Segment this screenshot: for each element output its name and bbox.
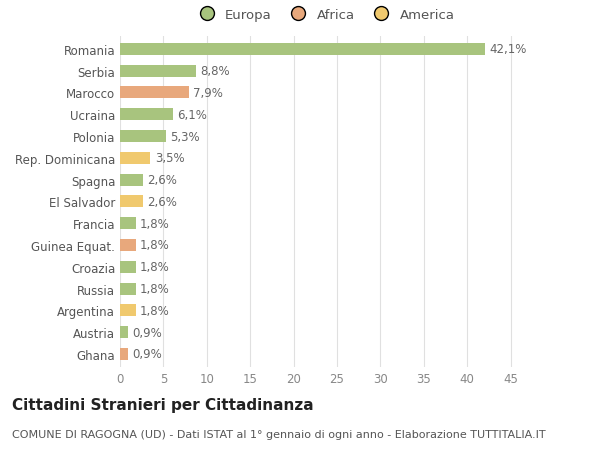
Bar: [120, 109, 173, 121]
Bar: [120, 218, 136, 230]
Text: 0,9%: 0,9%: [132, 326, 162, 339]
Bar: [120, 174, 143, 186]
Text: 2,6%: 2,6%: [147, 174, 177, 187]
Text: COMUNE DI RAGOGNA (UD) - Dati ISTAT al 1° gennaio di ogni anno - Elaborazione TU: COMUNE DI RAGOGNA (UD) - Dati ISTAT al 1…: [12, 429, 545, 439]
Bar: [120, 261, 136, 273]
Text: 2,6%: 2,6%: [147, 196, 177, 208]
Text: 1,8%: 1,8%: [140, 217, 170, 230]
Bar: [120, 283, 136, 295]
Bar: [120, 44, 485, 56]
Legend: Europa, Africa, America: Europa, Africa, America: [188, 4, 460, 27]
Text: 5,3%: 5,3%: [170, 130, 200, 143]
Text: 1,8%: 1,8%: [140, 282, 170, 296]
Bar: [120, 87, 188, 99]
Bar: [120, 66, 196, 78]
Text: 8,8%: 8,8%: [201, 65, 230, 78]
Bar: [120, 196, 143, 208]
Bar: [120, 131, 166, 143]
Text: 1,8%: 1,8%: [140, 239, 170, 252]
Text: 1,8%: 1,8%: [140, 261, 170, 274]
Bar: [120, 305, 136, 317]
Bar: [120, 348, 128, 360]
Text: 0,9%: 0,9%: [132, 347, 162, 361]
Text: Cittadini Stranieri per Cittadinanza: Cittadini Stranieri per Cittadinanza: [12, 397, 314, 412]
Text: 6,1%: 6,1%: [177, 108, 207, 122]
Bar: [120, 240, 136, 252]
Bar: [120, 152, 151, 164]
Bar: [120, 326, 128, 338]
Text: 7,9%: 7,9%: [193, 87, 223, 100]
Text: 42,1%: 42,1%: [490, 43, 527, 56]
Text: 1,8%: 1,8%: [140, 304, 170, 317]
Text: 3,5%: 3,5%: [155, 152, 184, 165]
